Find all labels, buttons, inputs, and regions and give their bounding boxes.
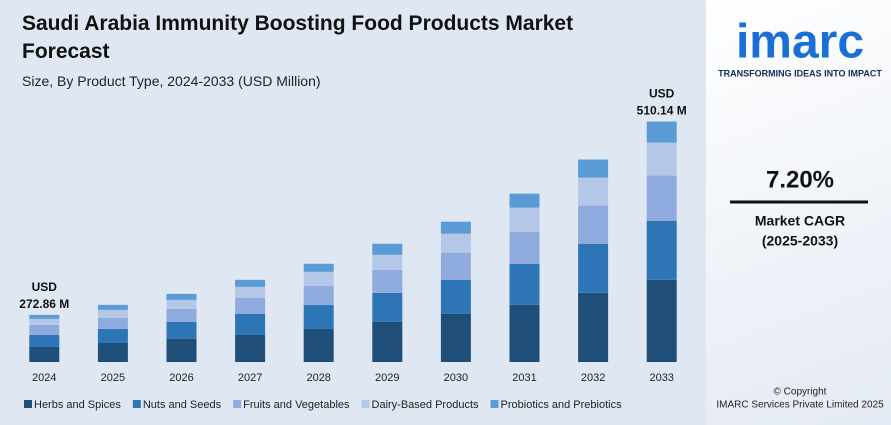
bar-segment	[303, 263, 334, 272]
bar-segment	[166, 293, 197, 300]
x-tick-label: 2033	[649, 372, 673, 384]
bar-segment	[509, 263, 540, 305]
bar-segment	[97, 342, 128, 362]
bar-segment	[578, 205, 609, 244]
copyright: IMARC Services Private Limited 2025	[716, 400, 884, 411]
total-label: 272.86 M	[19, 297, 69, 311]
legend-label: Probiotics and Prebiotics	[501, 399, 623, 411]
bar-segment	[303, 285, 334, 305]
bar-segment	[578, 243, 609, 293]
x-tick-label: 2029	[375, 372, 399, 384]
bar-segment	[440, 252, 471, 280]
total-label: USD	[649, 87, 675, 101]
bar-segment	[372, 254, 403, 270]
legend-label: Fruits and Vegetables	[243, 399, 350, 411]
bar-segment	[235, 313, 266, 335]
bar-segment	[372, 321, 403, 362]
bar-segment	[578, 177, 609, 206]
bar-segment	[29, 324, 60, 335]
bar-segment	[646, 220, 677, 280]
bar-segment	[509, 207, 540, 232]
bar-segment	[29, 314, 60, 319]
bar-segment	[440, 279, 471, 314]
bar-segment	[303, 304, 334, 329]
x-tick-label: 2032	[581, 372, 605, 384]
bar-segment	[372, 292, 403, 322]
bar-segment	[166, 299, 197, 309]
legend-swatch	[233, 400, 242, 408]
legend-swatch	[24, 400, 32, 408]
bar-segment	[509, 193, 540, 208]
bar-segment	[97, 309, 128, 318]
legend-swatch	[490, 400, 499, 408]
bar-segment	[646, 279, 677, 362]
bar-segment	[372, 243, 403, 255]
bar-segment	[303, 328, 334, 362]
bar-segment	[646, 175, 677, 221]
legend-swatch	[361, 400, 370, 408]
bar-segment	[166, 321, 197, 339]
copyright: © Copyright	[774, 387, 827, 398]
cagr-period: (2025-2033)	[762, 233, 838, 249]
bar-segment	[235, 279, 266, 287]
legend-swatch	[132, 400, 141, 408]
legend-label: Nuts and Seeds	[143, 399, 222, 411]
bar-segment	[646, 121, 677, 143]
bar-segment	[29, 346, 60, 362]
tagline: TRANSFORMING IDEAS INTO IMPACT	[718, 68, 882, 78]
bar-segment	[440, 313, 471, 362]
bar-segment	[97, 317, 128, 329]
bar-segment	[509, 231, 540, 264]
x-tick-label: 2030	[444, 372, 468, 384]
x-tick-label: 2024	[32, 372, 56, 384]
x-tick-label: 2028	[306, 372, 330, 384]
bar-segment	[97, 304, 128, 310]
bar-segment	[97, 328, 128, 343]
bar-segment	[578, 159, 609, 178]
bar-segment	[29, 318, 60, 325]
bar-segment	[235, 334, 266, 362]
total-label: 510.14 M	[637, 104, 687, 118]
cagr-value: 7.20%	[766, 166, 834, 193]
logo: imarc	[736, 16, 864, 69]
legend-label: Herbs and Spices	[34, 399, 121, 411]
bar-segment	[440, 233, 471, 253]
bar-segment	[303, 271, 334, 286]
chart-title: Saudi Arabia Immunity Boosting Food Prod…	[22, 12, 574, 63]
bar-segment	[29, 334, 60, 347]
bar-segment	[166, 308, 197, 322]
legend-label: Dairy-Based Products	[372, 399, 479, 411]
x-tick-label: 2027	[238, 372, 262, 384]
x-tick-label: 2026	[169, 372, 193, 384]
x-tick-label: 2025	[101, 372, 125, 384]
cagr-label: Market CAGR	[755, 213, 845, 229]
bar-segment	[166, 338, 197, 362]
bar-segment	[372, 269, 403, 293]
bar-segment	[578, 292, 609, 362]
bar-segment	[235, 297, 266, 314]
bar-segment	[235, 286, 266, 298]
side-panel	[706, 0, 891, 425]
x-tick-label: 2031	[512, 372, 536, 384]
chart-subtitle: Size, By Product Type, 2024-2033 (USD Mi…	[22, 73, 321, 89]
total-label: USD	[32, 280, 58, 294]
bar-segment	[440, 221, 471, 234]
bar-segment	[509, 304, 540, 362]
bar-segment	[646, 142, 677, 176]
